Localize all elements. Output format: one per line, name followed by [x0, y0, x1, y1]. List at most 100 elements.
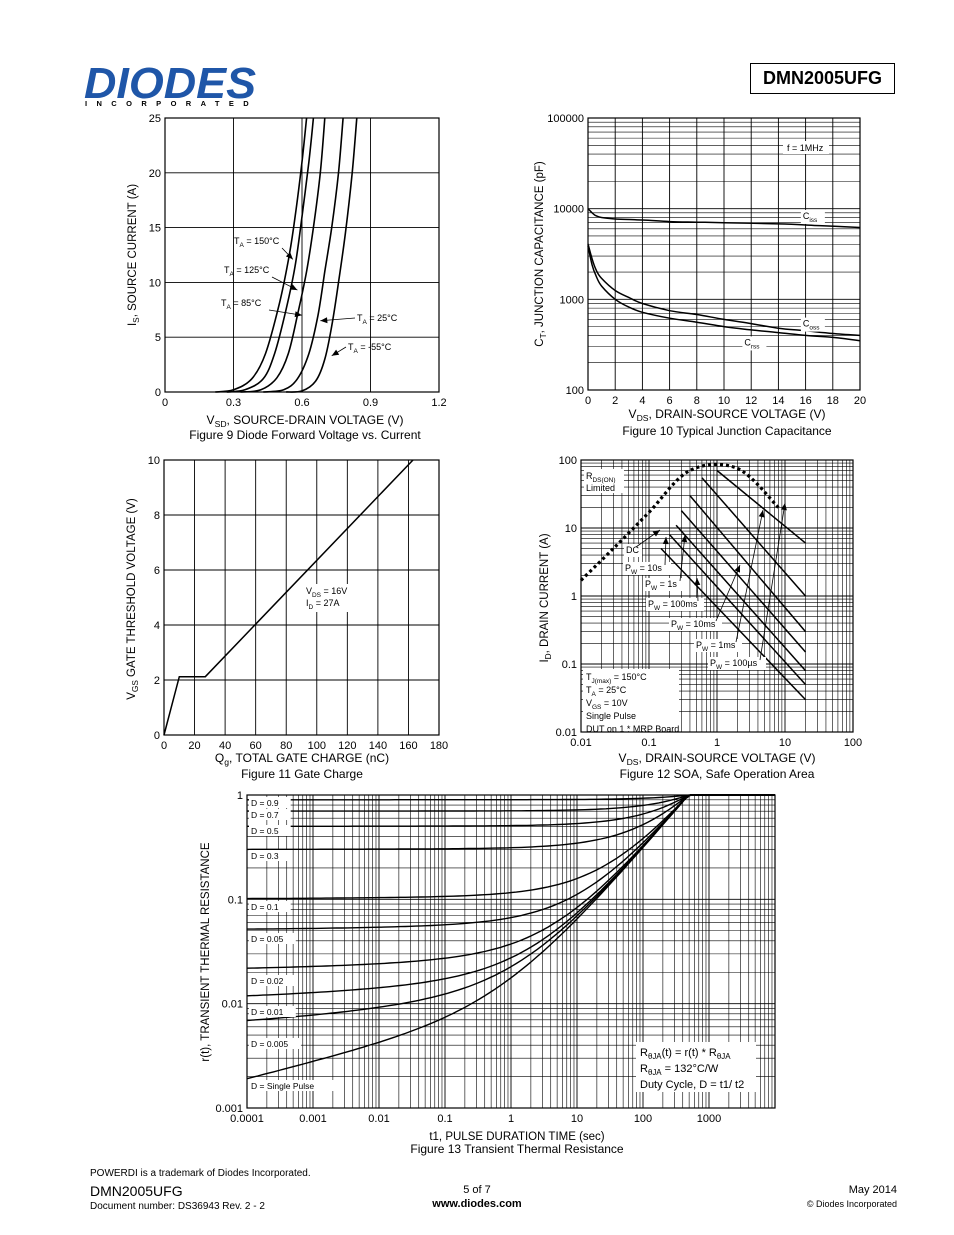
figure-caption: Figure 9 Diode Forward Voltage vs. Curre…	[189, 428, 421, 442]
curve-annotation-sub: A	[240, 242, 245, 249]
duty-label: D = 0.9	[251, 798, 279, 808]
formula-line-sub: θJA	[648, 1068, 662, 1077]
curve-arrow-leader	[759, 502, 786, 661]
formula-bg	[636, 1042, 756, 1092]
duty-label-bg	[249, 901, 291, 912]
y-tick-label: 1	[571, 591, 577, 603]
series-label: Crss	[744, 337, 759, 350]
plot-frame	[587, 117, 861, 391]
y-tick-label: 0.1	[228, 894, 243, 906]
series-label: Coss	[803, 319, 820, 332]
y-tick-label: 10	[149, 277, 161, 289]
soa-line-1	[668, 534, 807, 686]
curve-label-bg	[646, 598, 704, 611]
thermal-curve-9	[246, 794, 775, 1080]
series-label-part: C	[744, 337, 751, 347]
series-label-bg	[800, 317, 825, 332]
series-label-sub: rss	[751, 343, 760, 350]
y-tick-label: 0.01	[556, 727, 577, 739]
curve-label-sub: W	[677, 625, 684, 632]
chart-fig12: 0.01 0.1 1 10 100 0.01 0.1 1 10 100 RDS(ON)Limited…	[539, 455, 862, 781]
duty-label-bg	[249, 933, 296, 944]
x-tick-label: 14	[772, 395, 784, 407]
condition-text-part: = 25°C	[596, 685, 627, 695]
curve-label-part: P	[671, 619, 677, 629]
y-axis-label-sub: T	[539, 333, 548, 338]
x-axis-label-part: V	[207, 413, 215, 427]
series-line-3	[263, 117, 344, 393]
diodes-logo: DIODES INCORPORATED	[84, 59, 256, 108]
condition-text: TJ(max) = 150°C	[586, 672, 647, 685]
curve-arrow-leader	[715, 564, 741, 622]
page-number: 5 of 7	[463, 1184, 491, 1196]
condition-text-part: = 150°C	[611, 672, 647, 682]
annotation-arrow-arrowhead	[320, 317, 328, 324]
duty-label: D = 0.3	[251, 851, 279, 861]
curve-label: PW = 1s	[645, 579, 677, 592]
website-link[interactable]: www.diodes.com	[432, 1198, 522, 1210]
curve-annotation-sub: A	[230, 271, 235, 278]
curve-label: PW = 10ms	[671, 619, 716, 632]
y-tick-label: 100000	[547, 113, 584, 125]
x-tick-label: 1	[714, 737, 720, 749]
plot-frame	[580, 459, 854, 733]
x-axis-label: t1, PULSE DURATION TIME (sec)	[429, 1131, 604, 1143]
x-axis-label: VSD, SOURCE-DRAIN VOLTAGE (V)	[207, 413, 404, 429]
soa-line-5	[701, 477, 807, 597]
plot-frame	[246, 794, 776, 1109]
y-axis-label: VGS GATE THRESHOLD VOLTAGE (V)	[126, 498, 140, 700]
series-label-sub: oss	[809, 325, 819, 332]
formula-line-sub: θJA	[717, 1052, 731, 1061]
plot-frame	[163, 459, 440, 736]
y-axis-label: CT, JUNCTION CAPACITANCE (pF)	[534, 161, 548, 347]
curve-annotation: TA = 85°C	[221, 298, 262, 311]
condition-text-sub: D	[309, 604, 314, 611]
x-tick-label: 100	[634, 1113, 652, 1125]
series-label-part: C	[803, 319, 810, 329]
curve-label-bg	[708, 657, 766, 670]
copyright: © Diodes Incorporated	[806, 1199, 897, 1209]
x-tick-label: 16	[799, 395, 811, 407]
formula-line-part: R	[640, 1047, 648, 1059]
curve-label-part: P	[710, 658, 716, 668]
x-tick-label: 20	[188, 740, 200, 752]
curve-label: PW = 10s	[625, 563, 662, 576]
duty-label-bg	[249, 850, 291, 861]
curve-arrow-arrowhead	[662, 537, 669, 545]
curve-label-bg	[624, 544, 642, 557]
curve-label-bg	[669, 618, 722, 631]
y-tick-label: 25	[149, 113, 161, 125]
footer-part-number: DMN2005UFG	[90, 1183, 183, 1199]
formula-line-sub: θJA	[648, 1052, 662, 1061]
x-tick-label: 0.6	[294, 397, 309, 409]
annotation-arrow-arrowhead	[289, 284, 298, 291]
condition-text-part: T	[586, 685, 592, 695]
condition-text-sub: A	[592, 691, 597, 698]
series-line-1	[226, 117, 315, 393]
y-tick-label: 1	[237, 790, 243, 802]
curve-label-sub: W	[651, 585, 658, 592]
y-axis-label-group: r(t), TRANSIENT THERMAL RESISTANCE	[200, 842, 212, 1061]
x-axis-label: Qg, TOTAL GATE CHARGE (nC)	[215, 751, 389, 767]
curve-annotation-part: = 85°C	[231, 298, 262, 308]
limit-label: RDS(ON)	[586, 471, 616, 484]
curve-label-sub: W	[654, 605, 661, 612]
x-tick-label: 0	[161, 740, 167, 752]
curve-label-part: P	[645, 579, 651, 589]
curve-annotation-part: T	[224, 265, 230, 275]
curve-annotation-part: T	[234, 236, 240, 246]
curve-annotation-part: T	[357, 313, 363, 323]
curve-label-sub: W	[631, 569, 638, 576]
curve-annotation-part: = 150°C	[244, 236, 280, 246]
series-line-2	[587, 245, 861, 342]
annotation-arrow-arrowhead	[285, 252, 293, 260]
document-number: Document number: DS36943 Rev. 2 - 2	[90, 1201, 265, 1212]
curve-label-part: = 100µs	[722, 658, 757, 668]
duty-label-bg	[249, 809, 291, 820]
legend-text: f = 1MHz	[787, 143, 824, 153]
y-axis-label-group: IS, SOURCE CURRENT (A)	[127, 184, 141, 326]
curve-label-sub: W	[702, 646, 709, 653]
curve-label: DC	[626, 545, 639, 555]
y-axis-label-part: I	[539, 659, 551, 662]
